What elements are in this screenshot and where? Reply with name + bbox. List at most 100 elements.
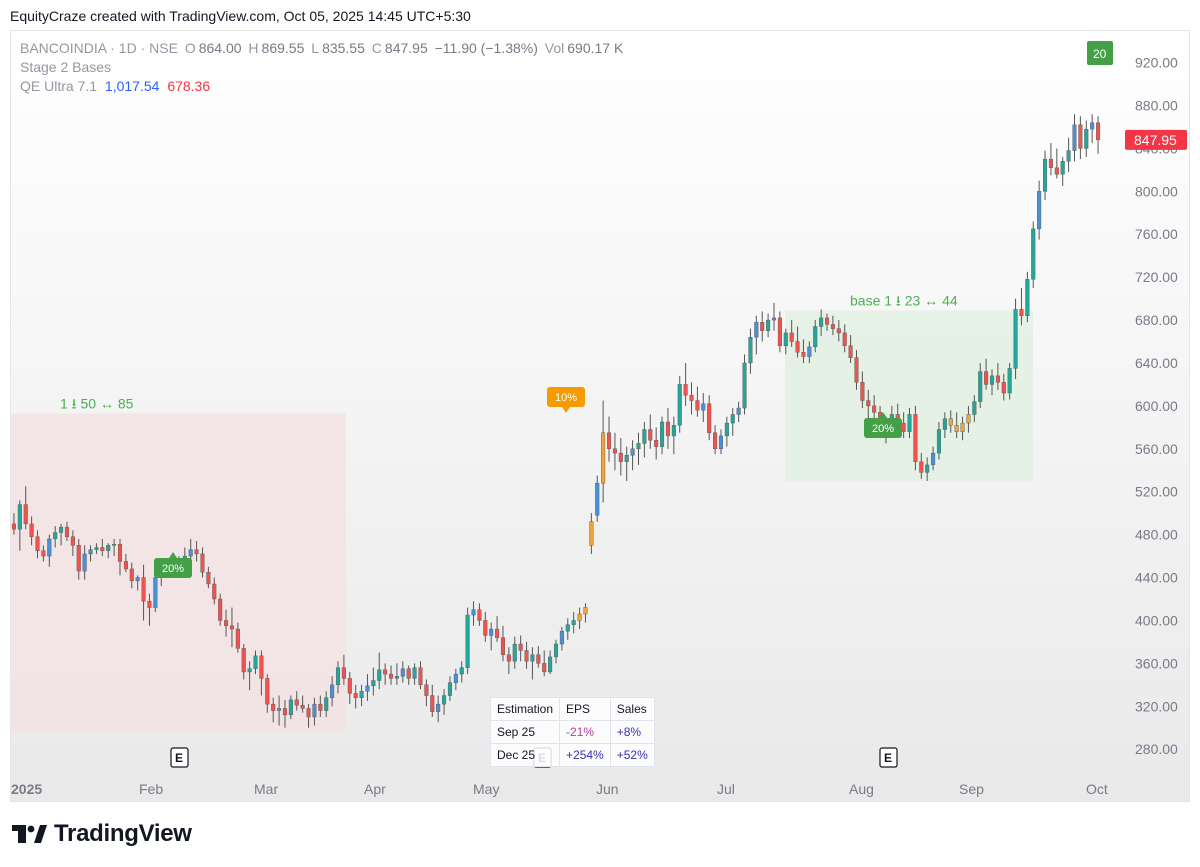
earnings-marker[interactable]	[170, 747, 189, 768]
candle-body[interactable]	[194, 549, 199, 555]
candle-body[interactable]	[795, 341, 800, 353]
candle-body[interactable]	[406, 668, 411, 679]
candle-body[interactable]	[642, 429, 647, 444]
tradingview-logo[interactable]: TradingView	[12, 820, 192, 848]
candle-body[interactable]	[1019, 309, 1024, 316]
candle-body[interactable]	[925, 464, 930, 473]
candle-body[interactable]	[813, 326, 818, 348]
candle-body[interactable]	[400, 668, 405, 677]
candle-body[interactable]	[860, 382, 865, 401]
candle-body[interactable]	[459, 667, 464, 675]
candle-body[interactable]	[542, 663, 547, 673]
candle-body[interactable]	[47, 538, 52, 557]
candle-body[interactable]	[147, 600, 152, 608]
candle-body[interactable]	[872, 405, 877, 413]
candle-body[interactable]	[654, 440, 659, 447]
candle-body[interactable]	[512, 643, 517, 662]
candle-body[interactable]	[565, 624, 570, 632]
candle-body[interactable]	[978, 371, 983, 402]
candle-body[interactable]	[453, 673, 458, 683]
candle-body[interactable]	[848, 345, 853, 358]
candle-body[interactable]	[123, 561, 128, 570]
candle-body[interactable]	[259, 655, 264, 679]
candle-body[interactable]	[825, 317, 830, 325]
candle-body[interactable]	[730, 414, 735, 424]
candle-body[interactable]	[235, 628, 240, 649]
candle-body[interactable]	[353, 693, 358, 698]
candle-body[interactable]	[312, 703, 317, 718]
candle-body[interactable]	[389, 673, 394, 679]
candle-body[interactable]	[300, 704, 305, 709]
candle-body[interactable]	[589, 521, 594, 546]
candle-body[interactable]	[1066, 150, 1071, 162]
candle-body[interactable]	[265, 678, 270, 705]
candle-body[interactable]	[954, 425, 959, 432]
candle-body[interactable]	[383, 669, 388, 675]
candle-body[interactable]	[88, 549, 93, 555]
candle-body[interactable]	[330, 684, 335, 698]
candle-body[interactable]	[553, 643, 559, 658]
candle-body[interactable]	[53, 532, 58, 540]
candle-body[interactable]	[524, 650, 529, 662]
candle-body[interactable]	[324, 697, 329, 711]
candle-body[interactable]	[135, 577, 140, 581]
indicator-qe-ultra[interactable]: QE Ultra 7.1 1,017.54 678.36	[20, 77, 626, 96]
candle-body[interactable]	[754, 322, 759, 338]
candle-body[interactable]	[294, 699, 299, 706]
candle-body[interactable]	[571, 620, 576, 625]
candle-body[interactable]	[777, 317, 782, 347]
candle-body[interactable]	[689, 394, 694, 401]
candle-body[interactable]	[960, 422, 965, 432]
candle-body[interactable]	[724, 422, 729, 437]
candle-body[interactable]	[29, 523, 34, 537]
candle-body[interactable]	[1037, 191, 1042, 230]
candle-body[interactable]	[1078, 124, 1083, 149]
candle-body[interactable]	[247, 668, 252, 673]
candle-body[interactable]	[760, 322, 765, 331]
candle-body[interactable]	[583, 607, 588, 615]
candle-body[interactable]	[477, 609, 482, 621]
candle-body[interactable]	[1025, 279, 1030, 316]
candle-body[interactable]	[966, 414, 971, 424]
candle-body[interactable]	[636, 443, 641, 450]
candle-body[interactable]	[117, 544, 123, 562]
candle-body[interactable]	[447, 682, 452, 696]
candle-body[interactable]	[907, 414, 912, 432]
candle-body[interactable]	[536, 654, 541, 664]
candle-body[interactable]	[919, 461, 924, 473]
candle-body[interactable]	[35, 536, 40, 551]
candlestick-chart[interactable]: 1 ⭳ 50 ↔ 85 base 1 ⭳ 23 ↔ 44 280.00 320.00 3…	[11, 31, 1190, 802]
candle-body[interactable]	[972, 401, 977, 415]
candle-body[interactable]	[1072, 124, 1077, 151]
candle-body[interactable]	[229, 625, 234, 630]
candle-body[interactable]	[341, 667, 346, 679]
candle-body[interactable]	[671, 425, 676, 437]
candle-body[interactable]	[241, 648, 246, 673]
candle-body[interactable]	[436, 703, 441, 712]
candle-body[interactable]	[359, 691, 364, 698]
candle-body[interactable]	[913, 414, 918, 462]
candle-body[interactable]	[707, 403, 712, 433]
candle-body[interactable]	[683, 384, 688, 396]
candle-body[interactable]	[200, 553, 205, 573]
candle-body[interactable]	[94, 547, 99, 550]
candle-body[interactable]	[854, 357, 859, 383]
candle-body[interactable]	[819, 317, 824, 327]
candle-body[interactable]	[1043, 158, 1048, 192]
candle-body[interactable]	[595, 482, 600, 516]
candle-body[interactable]	[530, 654, 535, 662]
candle-body[interactable]	[76, 545, 81, 572]
candle-body[interactable]	[984, 371, 989, 385]
candle-body[interactable]	[695, 400, 700, 411]
candle-body[interactable]	[129, 568, 134, 581]
candle-body[interactable]	[736, 407, 741, 415]
candle-body[interactable]	[41, 550, 46, 557]
candle-body[interactable]	[995, 375, 1000, 383]
chart-pane[interactable]: 1 ⭳ 50 ↔ 85 base 1 ⭳ 23 ↔ 44 280.00 320.00 3…	[10, 30, 1190, 802]
candle-body[interactable]	[1090, 122, 1095, 130]
candle-body[interactable]	[318, 703, 323, 711]
candle-body[interactable]	[618, 452, 623, 462]
candle-body[interactable]	[612, 448, 617, 454]
candle-body[interactable]	[253, 655, 258, 669]
candle-body[interactable]	[288, 699, 293, 716]
